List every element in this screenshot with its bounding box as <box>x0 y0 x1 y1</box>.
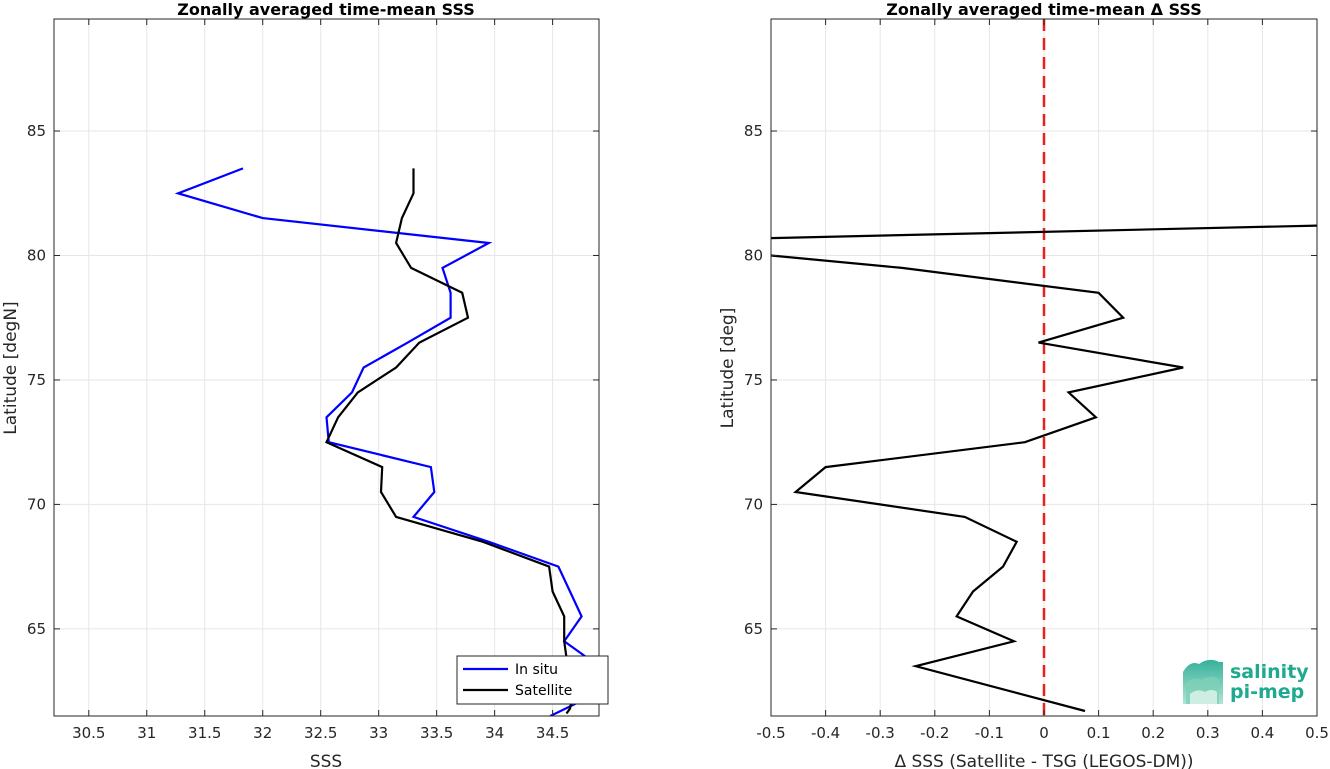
delta-xtick-label: 0.4 <box>1250 724 1274 742</box>
sss-plot-area <box>54 19 599 716</box>
delta-ytick-label: 65 <box>744 620 763 638</box>
legend-in-situ-label: In situ <box>515 662 558 678</box>
delta-xtick-label: -0.4 <box>811 724 840 742</box>
delta-xtick-label: -0.1 <box>975 724 1004 742</box>
sss-xtick-label: 34 <box>485 724 504 742</box>
delta-series-0-line <box>771 254 1184 713</box>
delta-ytick-label: 70 <box>744 495 763 513</box>
delta-ytick-label: 80 <box>744 246 763 264</box>
sss-xtick-label: 32 <box>253 724 272 742</box>
delta-sss-panel: -0.5 -0.4 -0.3 -0.2 -0.1 0 0.1 0.2 0.3 0.4 0.5 65 70… <box>718 0 1329 769</box>
delta-ytick-label: 75 <box>744 371 763 389</box>
sss-panel: 30.5 31 31.5 32 32.5 33 33.5 34 34.5 65 70 75 80 85 Z… <box>1 0 609 769</box>
sss-xtick-label: 30.5 <box>72 724 105 742</box>
delta-title: Zonally averaged time-mean Δ SSS <box>886 0 1202 19</box>
delta-xtick-label: 0.3 <box>1196 724 1220 742</box>
sss-series <box>174 167 599 716</box>
sss-satellite-line <box>325 168 575 715</box>
delta-series-1-line <box>771 224 1317 240</box>
delta-ticks: -0.5 -0.4 -0.3 -0.2 -0.1 0 0.1 0.2 0.3 0.4 0.5 65 70… <box>744 19 1329 742</box>
sss-xtick-label: 32.5 <box>304 724 337 742</box>
logo-wave-icon <box>1183 659 1223 704</box>
legend-satellite-label: Satellite <box>515 683 572 699</box>
delta-ylabel: Latitude [deg] <box>718 308 738 429</box>
salinity-pi-mep-logo: salinity pi-mep <box>1183 659 1309 704</box>
delta-xtick-label: 0 <box>1039 724 1049 742</box>
delta-xtick-label: 0.2 <box>1141 724 1165 742</box>
delta-xlabel: Δ SSS (Satellite - TSG (LEGOS-DM)) <box>894 752 1193 769</box>
delta-xtick-label: -0.2 <box>920 724 949 742</box>
sss-in-situ-line <box>174 167 599 716</box>
delta-xtick-label: 0.1 <box>1087 724 1111 742</box>
sss-ytick-label: 65 <box>27 620 46 638</box>
sss-ytick-label: 75 <box>27 371 46 389</box>
sss-xtick-label: 34.5 <box>536 724 569 742</box>
sss-axes-box <box>53 18 600 717</box>
delta-xtick-label: -0.5 <box>756 724 785 742</box>
sss-xtick-label: 31.5 <box>188 724 221 742</box>
sss-grid <box>54 19 599 716</box>
logo-salinity-text: salinity <box>1230 661 1309 683</box>
legend-box <box>456 655 609 705</box>
sss-title: Zonally averaged time-mean SSS <box>177 0 475 19</box>
sss-xtick-label: 33.5 <box>420 724 453 742</box>
delta-xtick-label: 0.5 <box>1305 724 1329 742</box>
sss-xtick-label: 33 <box>369 724 388 742</box>
sss-xlabel: SSS <box>310 752 342 769</box>
sss-ytick-label: 70 <box>27 495 46 513</box>
sss-legend: In situ Satellite <box>456 655 609 705</box>
logo-pi-mep-text: pi-mep <box>1230 681 1304 703</box>
delta-xtick-label: -0.3 <box>866 724 895 742</box>
delta-series <box>771 19 1317 716</box>
delta-ytick-label: 85 <box>744 122 763 140</box>
sss-ytick-label: 80 <box>27 246 46 264</box>
sss-ticks: 30.5 31 31.5 32 32.5 33 33.5 34 34.5 65 70 75 80 85 <box>27 19 599 742</box>
sss-ylabel: Latitude [degN] <box>1 301 21 434</box>
sss-xtick-label: 31 <box>137 724 156 742</box>
sss-ytick-label: 85 <box>27 122 46 140</box>
